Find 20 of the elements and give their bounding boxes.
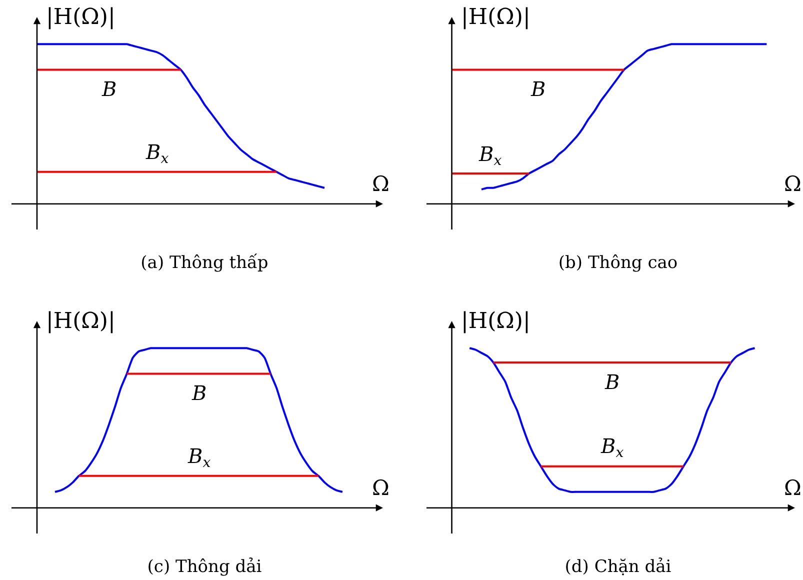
series-label: B$_{x}$: [145, 140, 169, 168]
y-axis-title: |H(Ω)|: [461, 309, 530, 334]
text: (b) Thông cao: [558, 252, 678, 273]
y-axis-title: |H(Ω)|: [461, 5, 530, 30]
series-label: B: [191, 381, 207, 405]
y-axis-title: |H(Ω)|: [46, 309, 116, 334]
x-axis-title: Ω: [784, 172, 802, 196]
text: (a) Thông thấp: [140, 252, 268, 273]
x-axis-title: Ω: [372, 172, 390, 196]
y-axis-title: |H(Ω)|: [46, 5, 116, 30]
series-label: B$_{x}$: [478, 142, 502, 170]
x-axis-title: Ω: [372, 476, 390, 500]
text: (d) Chặn dải: [564, 556, 672, 577]
series-label: B$_{x}$: [600, 434, 624, 462]
series-label: B: [604, 370, 620, 394]
text: (c) Thông dải: [147, 556, 262, 577]
series-label: B: [530, 77, 546, 101]
x-axis-title: Ω: [784, 476, 802, 500]
series-label: B$_{x}$: [187, 444, 211, 472]
series-label: B: [101, 77, 117, 101]
